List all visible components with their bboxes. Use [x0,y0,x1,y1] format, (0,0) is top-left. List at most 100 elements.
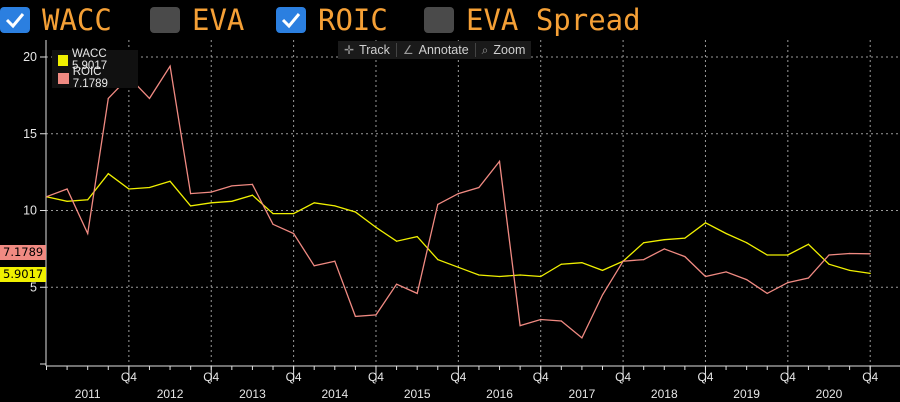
x-year-label: 2016 [486,387,513,401]
data-point-roic [828,254,830,256]
wacc-toggle-label: WACC [42,3,112,37]
x-q4-label: Q4 [368,370,384,384]
data-point-roic [601,294,604,296]
data-point-wacc [869,272,871,275]
legend-label-roic: ROIC 7.1789 [72,66,108,90]
y-tick-label: 10 [23,204,37,218]
data-point-wacc [498,275,501,278]
data-point-wacc [849,269,851,271]
data-point-roic [334,260,336,262]
series-toggle-bar: WACC EVA ROIC EVA Spread [0,0,900,40]
data-point-wacc [478,274,480,276]
legend-item-wacc[interactable]: WACC 5.9017 [52,48,138,72]
eva-spread-toggle[interactable]: EVA Spread [424,1,641,39]
toolbar-divider [474,43,476,57]
data-point-wacc [169,180,171,182]
data-point-roic [498,160,501,162]
data-point-roic [704,275,707,278]
data-point-wacc [313,202,315,204]
data-point-roic [45,196,48,198]
roic-toggle[interactable]: ROIC [276,1,388,39]
data-point-wacc [725,232,727,235]
data-point-roic [272,223,274,225]
data-point-wacc [148,186,151,189]
data-point-wacc [601,269,604,271]
wacc-toggle[interactable]: WACC [0,1,112,39]
data-point-wacc [663,239,665,241]
data-point-wacc [704,222,707,224]
data-point-wacc [272,212,274,215]
data-point-roic [148,97,151,100]
x-year-label: 2020 [816,387,843,401]
x-year-label: 2011 [75,387,101,401]
data-point-roic [190,193,192,195]
data-point-roic [663,248,665,250]
x-q4-label: Q4 [121,370,137,384]
data-point-wacc [375,226,377,228]
x-year-label: 2014 [321,387,348,401]
x-q4-label: Q4 [862,370,878,384]
zoom-button[interactable]: ⌕ Zoom [476,41,532,59]
checkbox-empty-icon[interactable] [424,7,454,33]
data-point-roic [231,185,233,187]
data-point-wacc [684,237,686,239]
checkbox-checked-icon[interactable] [276,7,306,33]
x-q4-label: Q4 [286,370,302,384]
track-button[interactable]: ✛ Track [338,41,396,59]
data-point-wacc [66,200,68,202]
data-point-roic [210,191,212,193]
annotate-button[interactable]: ∠ Annotate [397,41,475,59]
data-point-roic [787,282,789,284]
data-point-wacc [519,274,521,276]
zoom-label: Zoom [493,43,526,57]
x-year-label: 2013 [239,387,266,401]
data-point-wacc [766,254,768,256]
data-point-roic [560,320,562,322]
data-point-wacc [581,262,583,264]
data-point-roic [581,337,583,339]
data-point-roic [478,186,480,189]
data-point-roic [375,314,377,316]
checkbox-checked-icon[interactable] [0,7,30,33]
data-point-roic [766,292,768,294]
data-point-roic [807,277,810,279]
x-year-label: 2012 [157,387,184,401]
data-point-wacc [128,188,130,190]
x-q4-label: Q4 [533,370,549,384]
data-point-wacc [190,205,192,207]
data-point-wacc [540,275,542,278]
data-point-wacc [334,205,336,207]
y-tick-label: 20 [23,50,37,64]
eva-spread-toggle-label: EVA Spread [466,3,641,37]
data-point-roic [622,260,624,262]
data-point-wacc [457,266,459,268]
data-point-roic [849,252,851,255]
data-point-roic [169,65,171,67]
data-point-wacc [354,211,356,213]
x-q4-label: Q4 [203,370,219,384]
data-point-wacc [807,243,810,245]
data-point-wacc [787,254,789,256]
checkbox-empty-icon[interactable] [150,7,180,33]
y-tick-label: 5 [30,280,37,294]
data-point-wacc [231,200,233,202]
data-point-wacc [87,199,89,201]
x-q4-label: Q4 [615,370,631,384]
x-year-label: 2018 [651,387,678,401]
x-q4-label: Q4 [780,370,796,384]
x-q4-label: Q4 [697,370,713,384]
data-point-wacc [643,242,645,244]
legend-label-wacc: WACC 5.9017 [71,48,108,72]
eva-toggle[interactable]: EVA [150,1,244,39]
data-point-roic [746,278,748,281]
data-point-roic [251,183,254,186]
data-point-wacc [210,202,212,204]
data-point-roic [869,253,871,255]
x-year-label: 2019 [733,387,760,401]
legend-swatch-roic [58,72,69,84]
data-point-roic [293,232,295,235]
crosshair-icon: ✛ [344,43,355,57]
track-label: Track [359,43,390,57]
legend-item-roic[interactable]: ROIC 7.1789 [52,66,138,90]
